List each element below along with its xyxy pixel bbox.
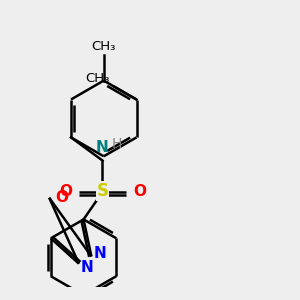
- Text: O: O: [56, 190, 68, 205]
- Text: N: N: [94, 246, 106, 261]
- Text: H: H: [112, 137, 122, 151]
- Text: CH₃: CH₃: [85, 72, 110, 85]
- Text: N: N: [81, 260, 94, 274]
- Text: O: O: [59, 184, 72, 199]
- Text: N: N: [96, 140, 109, 155]
- Text: O: O: [133, 184, 146, 199]
- Text: CH₃: CH₃: [92, 40, 116, 53]
- Text: S: S: [97, 182, 109, 200]
